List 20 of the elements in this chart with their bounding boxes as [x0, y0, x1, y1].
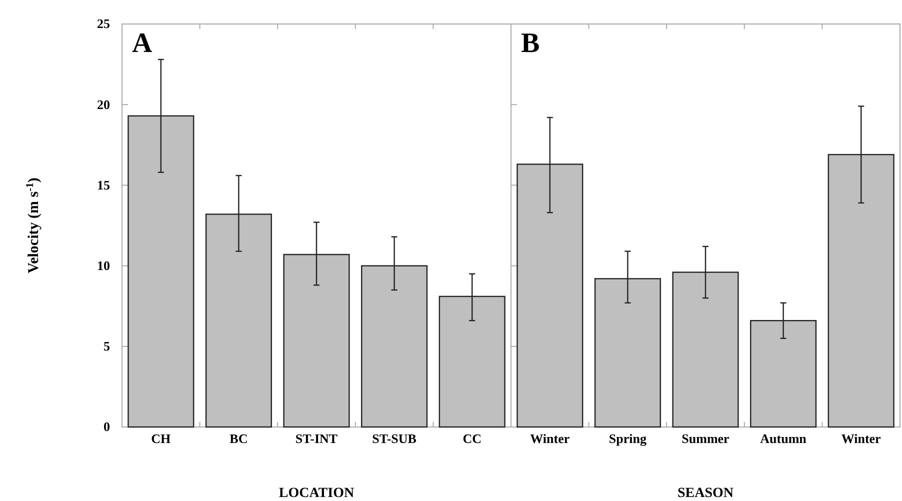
y-tick-label: 20 — [97, 96, 110, 112]
x-tick-label: Winter — [841, 431, 882, 446]
x-tick-label: ST-INT — [295, 431, 338, 446]
x-tick-label: BC — [230, 431, 248, 446]
chart-title: A — [132, 28, 153, 59]
y-tick-label: 15 — [97, 177, 110, 192]
x-tick-label: Summer — [682, 431, 730, 446]
y-tick-label: 5 — [104, 338, 110, 354]
x-tick-label: Winter — [530, 431, 570, 446]
x-tick-label: Autumn — [760, 431, 808, 446]
chart-title: B — [521, 28, 540, 59]
y-tick-label: 25 — [97, 16, 110, 32]
x-tick-label: Spring — [608, 431, 647, 446]
y-tick-label: 0 — [104, 419, 110, 434]
x-axis-title: SEASON — [677, 486, 734, 501]
y-tick-label: 10 — [97, 258, 110, 273]
x-tick-label: CC — [462, 431, 482, 446]
x-tick-label: CH — [151, 431, 171, 446]
x-axis-title: LOCATION — [278, 486, 354, 501]
x-tick-label: ST-SUB — [372, 431, 417, 446]
